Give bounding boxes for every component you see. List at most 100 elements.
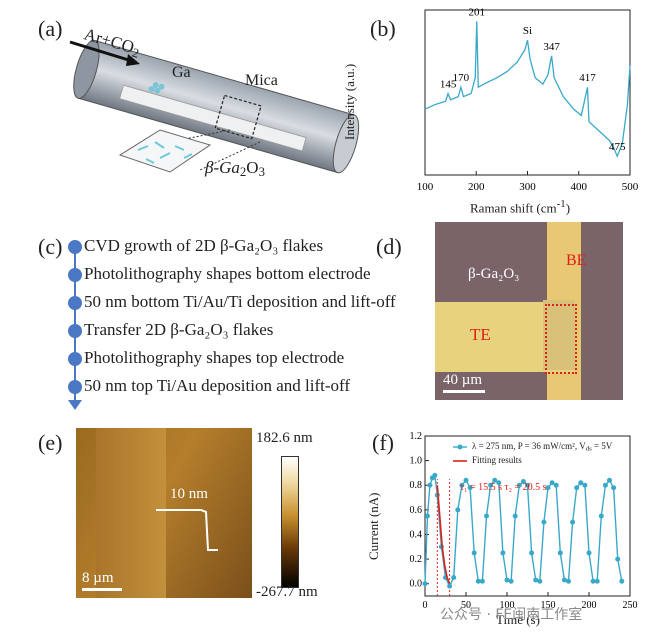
photocurrent-point [447, 583, 453, 589]
raman-ylabel: Intensity (a.u.) [342, 63, 357, 140]
raman-peak-label: 417 [579, 72, 596, 84]
be-label: BE [566, 252, 587, 269]
photo-ylabel: Current (nA) [366, 492, 381, 560]
photo-ytick-label: 1.0 [410, 456, 423, 467]
photocurrent-point [492, 477, 498, 483]
photocurrent-point [602, 482, 608, 488]
afm-scale-bar [82, 588, 122, 591]
cbar-min-label: -267.7 nm [256, 584, 318, 600]
afm-image [76, 428, 252, 598]
overlap-box [545, 304, 577, 374]
step-4: Transfer 2D β-Ga₂O₃ flakes [84, 320, 274, 339]
raman-xlabel: Raman shift (cm-1) [470, 198, 571, 216]
photo-xtick-label: 100 [500, 600, 515, 610]
mica-label: Mica [245, 72, 278, 89]
photocurrent-point [516, 482, 522, 488]
raman-xtick-label: 200 [468, 181, 485, 193]
d-scale-label: 40 µm [443, 372, 483, 388]
photocurrent-point [561, 577, 567, 583]
photo-xtick-label: 50 [461, 600, 471, 610]
step-dot [68, 296, 82, 310]
photocurrent-point [512, 513, 518, 519]
step-dot [68, 380, 82, 394]
raman-xtick-label: 300 [519, 181, 536, 193]
scale-bar [443, 390, 485, 393]
photocurrent-point [484, 513, 489, 519]
photocurrent-point [455, 507, 461, 513]
panel-d-label: (d) [376, 234, 402, 259]
step-3: 50 nm bottom Ti/Au/Ti deposition and lif… [84, 292, 396, 311]
process-arrow-head [68, 400, 82, 410]
photocurrent-point [427, 482, 433, 488]
ga-label: Ga [172, 64, 191, 81]
panel-e-label: (e) [38, 430, 63, 455]
photocurrent-point [582, 482, 588, 488]
photo-ytick-label: 0.4 [410, 529, 423, 540]
raman-peak-label: 201 [469, 6, 486, 18]
legend-fit-text: Fitting results [472, 455, 522, 465]
tau-annotation: τ₁ = 15.5 s τ₂ = 20.5 s [460, 482, 547, 493]
photocurrent-point [463, 477, 469, 483]
photocurrent-point [488, 482, 494, 488]
panel-b-label: (b) [370, 16, 396, 41]
step-dot [68, 240, 82, 254]
process-arrow-line [74, 240, 76, 405]
raman-xtick-label: 500 [622, 181, 639, 193]
photocurrent-point [541, 519, 547, 525]
photocurrent-point [570, 519, 576, 525]
photocurrent-point [496, 480, 502, 486]
step-6: 50 nm top Ti/Au deposition and lift-off [84, 376, 351, 395]
photoresponse-chart: 0 50 100 150 200 250 0.0 0.2 0.4 0.6 0.8 1.0 1.2 [410, 431, 638, 610]
e-scale-label: 8 µm [82, 570, 114, 586]
photocurrent-point [557, 550, 563, 556]
flake-region [543, 300, 575, 370]
color-bar [281, 456, 299, 588]
raman-peak-label: Si [523, 25, 532, 37]
te-label: TE [470, 325, 491, 344]
ga-droplets [148, 82, 165, 94]
mica-region-box [214, 94, 262, 140]
panel-f-label: (f) [372, 430, 394, 455]
photo-ytick-label: 0.2 [410, 554, 423, 565]
photocurrent-point [598, 513, 604, 519]
photocurrent-point [545, 485, 551, 491]
photocurrent-point [566, 578, 571, 584]
cbar-max-label: 182.6 nm [256, 430, 313, 446]
cvd-tube-illustration [69, 39, 360, 174]
photocurrent-point [467, 485, 473, 491]
photocurrent-point [451, 575, 457, 581]
photo-xtick-label: 250 [623, 600, 638, 610]
photocurrent-point [475, 578, 481, 584]
photocurrent-point [607, 477, 612, 483]
raman-series-line [424, 21, 631, 158]
photocurrent-point [529, 550, 535, 556]
mica-sample-sheet [118, 129, 212, 173]
raman-xtick-label: 100 [417, 181, 434, 193]
substrate-boat [119, 84, 307, 152]
panel-c-label: (c) [38, 234, 63, 259]
photocurrent-point [500, 550, 506, 556]
step-height-label: 10 nm [170, 486, 208, 502]
photocurrent-point [586, 550, 592, 556]
photocurrent-point [619, 578, 625, 584]
photocurrent-point [590, 578, 596, 584]
raman-xtick-label: 400 [571, 181, 588, 193]
photo-xtick-label: 150 [541, 600, 556, 610]
raman-peak-label: 347 [543, 41, 560, 53]
photo-xtick-label: 0 [423, 600, 428, 610]
step-dot [68, 268, 82, 282]
photocurrent-point [537, 578, 543, 584]
photocurrent-point [504, 577, 510, 583]
photocurrent-point [525, 482, 530, 488]
photocurrent-point [574, 485, 580, 491]
photocurrent-point [508, 578, 514, 584]
photocurrent-point [594, 578, 600, 584]
fitting-series-line [436, 485, 451, 584]
watermark: 公众号 · FE闽南工作室 [440, 607, 583, 623]
photo-ytick-label: 0.8 [410, 480, 423, 491]
photocurrent-point [479, 578, 485, 584]
photocurrent-point [422, 581, 428, 587]
photocurrent-point [533, 577, 539, 583]
photocurrent-point [611, 485, 617, 491]
height-profile [156, 509, 218, 551]
